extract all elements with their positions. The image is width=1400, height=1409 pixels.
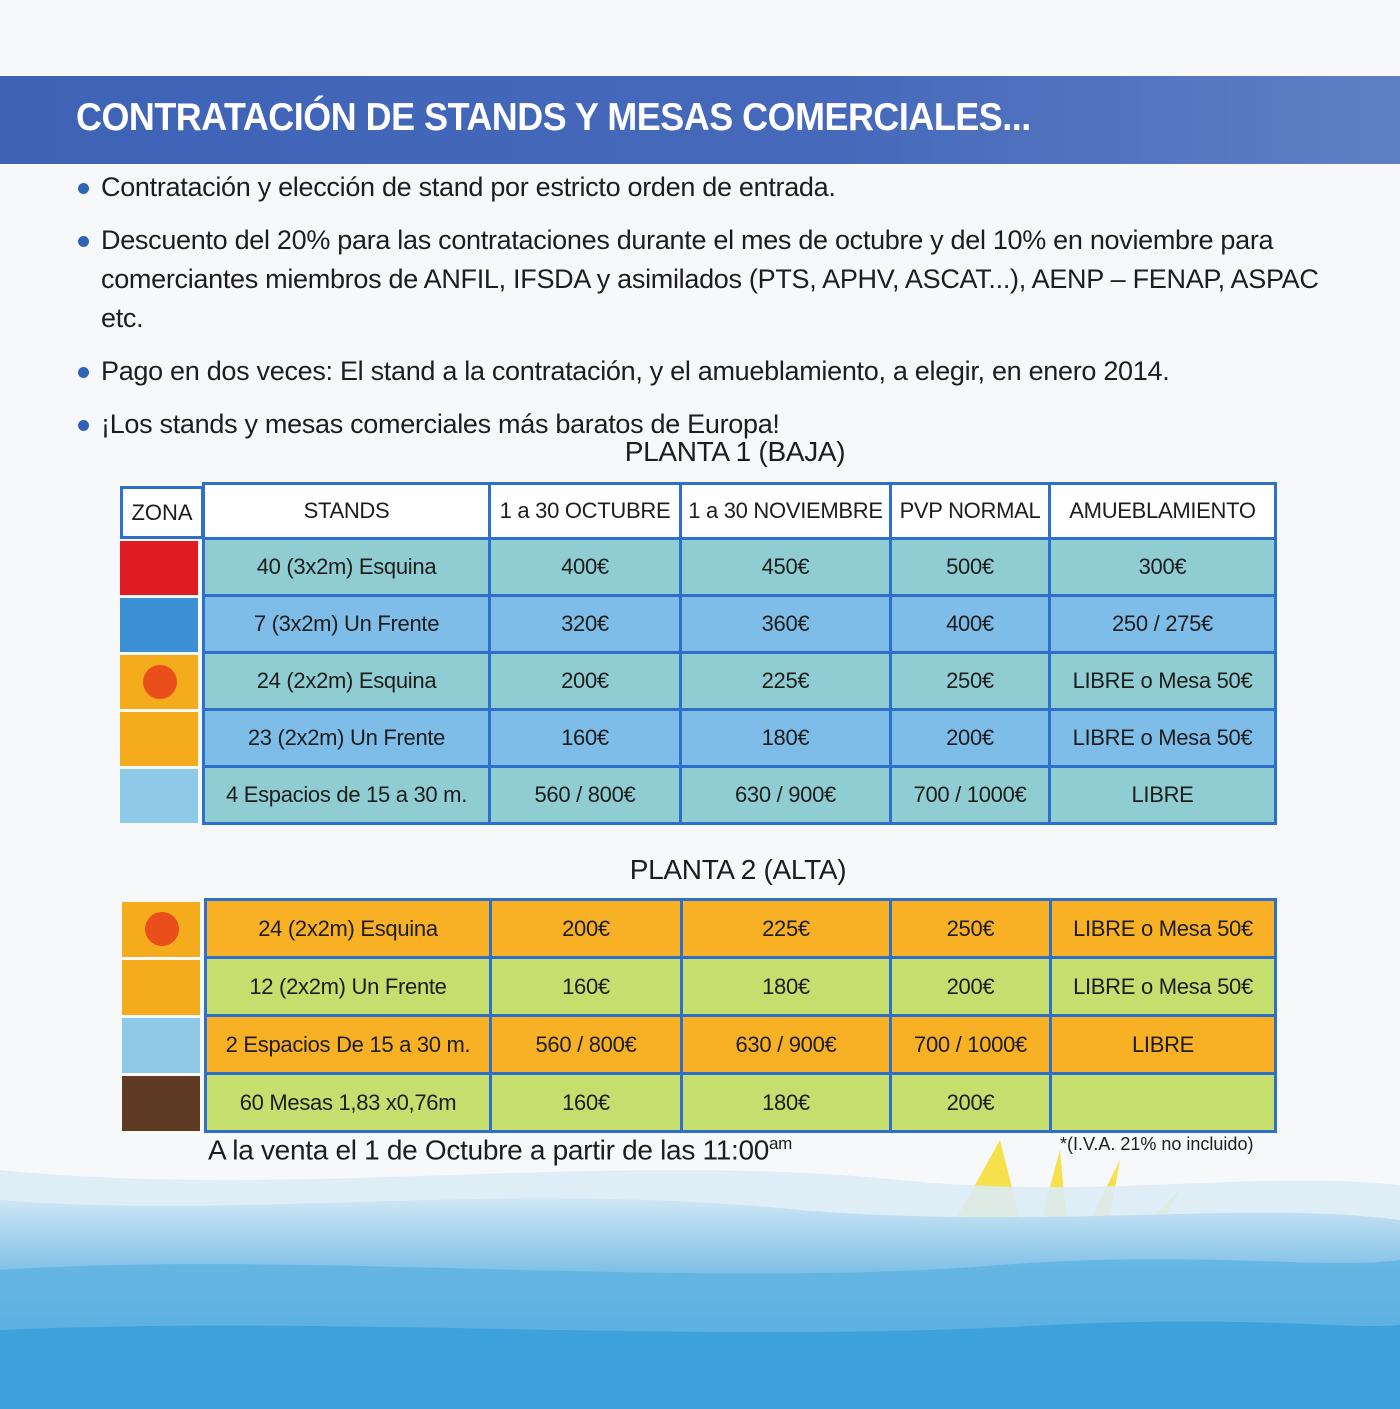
planta2-title: PLANTA 2 (ALTA) [629, 854, 847, 885]
table-cell: 40 (3x2m) Esquina [202, 537, 491, 597]
bullet-item: Descuento del 20% para las contratacione… [76, 221, 1366, 338]
column-header: STANDS [202, 482, 491, 540]
table-cell: 180€ [680, 956, 892, 1017]
table-cell: 60 Mesas 1,83 x0,76m [204, 1072, 492, 1133]
table-cell: 700 / 1000€ [889, 765, 1051, 825]
table-row: 4 Espacios de 15 a 30 m. 560 / 800€ 630 … [202, 765, 1277, 825]
bullet-dot-icon [78, 367, 89, 378]
table-cell: 250€ [889, 651, 1051, 711]
planta1-title: PLANTA 1 (BAJA) [624, 436, 846, 467]
bullet-list: Contratación y elección de stand por est… [76, 168, 1366, 458]
table-cell: 250€ [889, 898, 1052, 959]
table-cell: LIBRE [1049, 1014, 1277, 1075]
table-row: 2 Espacios De 15 a 30 m. 560 / 800€ 630 … [204, 1014, 1277, 1075]
table-cell: 7 (3x2m) Un Frente [202, 594, 491, 654]
zone-swatch-lightblue [120, 769, 198, 823]
bullet-dot-icon [78, 420, 89, 431]
column-header: PVP NORMAL [889, 482, 1051, 540]
table-cell: 4 Espacios de 15 a 30 m. [202, 765, 491, 825]
table-cell: 180€ [680, 1072, 892, 1133]
table-cell: 160€ [489, 956, 683, 1017]
zone-swatch-orange-dot [122, 902, 200, 957]
table-cell: 2 Espacios De 15 a 30 m. [204, 1014, 492, 1075]
zona-header: ZONA [120, 486, 204, 539]
table-cell: 200€ [889, 956, 1052, 1017]
table-cell: 250 / 275€ [1048, 594, 1277, 654]
bullet-item: ¡Los stands y mesas comerciales más bara… [76, 405, 1366, 444]
table-cell: 450€ [679, 537, 892, 597]
table-row: 7 (3x2m) Un Frente 320€ 360€ 400€ 250 / … [202, 594, 1277, 654]
column-header: AMUEBLAMIENTO [1048, 482, 1277, 540]
table-cell: 630 / 900€ [680, 1014, 892, 1075]
page-title: CONTRATACIÓN DE STANDS Y MESAS COMERCIAL… [76, 96, 1031, 139]
zone-swatch-orange-dot [120, 655, 198, 709]
table-cell: 200€ [488, 651, 682, 711]
table-cell: 200€ [489, 898, 683, 959]
table-cell: 24 (2x2m) Esquina [204, 898, 492, 959]
table-cell [1049, 1072, 1277, 1133]
vat-note: *(I.V.A. 21% no incluido) [1060, 1134, 1254, 1154]
table-cell: 360€ [679, 594, 892, 654]
table-cell: LIBRE o Mesa 50€ [1048, 708, 1277, 768]
header-banner: CONTRATACIÓN DE STANDS Y MESAS COMERCIAL… [0, 76, 1400, 164]
table-cell: 400€ [488, 537, 682, 597]
table-cell: 700 / 1000€ [889, 1014, 1052, 1075]
table-row: 24 (2x2m) Esquina 200€ 225€ 250€ LIBRE o… [204, 898, 1277, 959]
table-cell: LIBRE o Mesa 50€ [1048, 651, 1277, 711]
table-cell: 400€ [889, 594, 1051, 654]
table-cell: 630 / 900€ [679, 765, 892, 825]
wave-background [0, 1140, 1400, 1409]
bullet-item: Pago en dos veces: El stand a la contrat… [76, 352, 1366, 391]
table-cell: 180€ [679, 708, 892, 768]
table-cell: 200€ [889, 708, 1051, 768]
table-cell: LIBRE o Mesa 50€ [1049, 956, 1277, 1017]
column-header: 1 a 30 OCTUBRE [488, 482, 682, 540]
table-cell: 225€ [679, 651, 892, 711]
table-row: 60 Mesas 1,83 x0,76m 160€ 180€ 200€ [204, 1072, 1277, 1133]
table-cell: LIBRE o Mesa 50€ [1049, 898, 1277, 959]
table-cell: 225€ [680, 898, 892, 959]
zone-swatch-orange [122, 960, 200, 1015]
table-cell: 320€ [488, 594, 682, 654]
planta1-table: STANDS 1 a 30 OCTUBRE 1 a 30 NOVIEMBRE P… [202, 482, 1277, 825]
circle-icon [143, 665, 177, 699]
table-cell: 24 (2x2m) Esquina [202, 651, 491, 711]
bullet-dot-icon [78, 236, 89, 247]
bullet-item: Contratación y elección de stand por est… [76, 168, 1366, 207]
bullet-dot-icon [78, 183, 89, 194]
circle-icon [145, 912, 179, 946]
planta2-table: 24 (2x2m) Esquina 200€ 225€ 250€ LIBRE o… [204, 898, 1277, 1133]
zone-swatch-lightblue [122, 1018, 200, 1073]
table-header-row: STANDS 1 a 30 OCTUBRE 1 a 30 NOVIEMBRE P… [202, 482, 1277, 540]
table-row: 24 (2x2m) Esquina 200€ 225€ 250€ LIBRE o… [202, 651, 1277, 711]
table-cell: 23 (2x2m) Un Frente [202, 708, 491, 768]
table-cell: 200€ [889, 1072, 1052, 1133]
table-row: 12 (2x2m) Un Frente 160€ 180€ 200€ LIBRE… [204, 956, 1277, 1017]
column-header: 1 a 30 NOVIEMBRE [679, 482, 892, 540]
table-row: 40 (3x2m) Esquina 400€ 450€ 500€ 300€ [202, 537, 1277, 597]
table-cell: 12 (2x2m) Un Frente [204, 956, 492, 1017]
zone-swatch-blue [120, 598, 198, 652]
table-cell: 560 / 800€ [489, 1014, 683, 1075]
zone-swatch-red [120, 541, 198, 595]
zone-swatch-brown [122, 1076, 200, 1131]
table-row: 23 (2x2m) Un Frente 160€ 180€ 200€ LIBRE… [202, 708, 1277, 768]
table-cell: 500€ [889, 537, 1051, 597]
table-cell: 160€ [489, 1072, 683, 1133]
zone-swatch-orange [120, 712, 198, 766]
table-cell: 560 / 800€ [488, 765, 682, 825]
sale-note: A la venta el 1 de Octubre a partir de l… [208, 1134, 793, 1166]
table-cell: 300€ [1048, 537, 1277, 597]
table-cell: 160€ [488, 708, 682, 768]
table-cell: LIBRE [1048, 765, 1277, 825]
